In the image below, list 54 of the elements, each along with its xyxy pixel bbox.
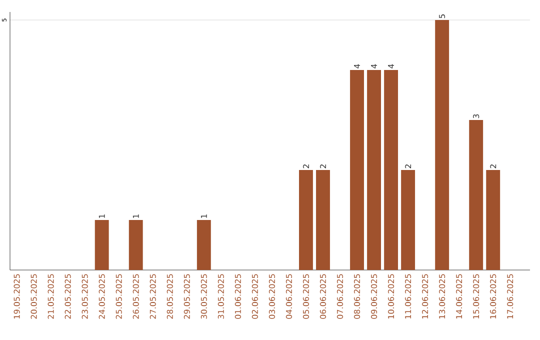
x-tick-label: 26.05.2025 xyxy=(132,274,139,319)
x-tick-label: 06.06.2025 xyxy=(320,274,326,319)
bar xyxy=(299,170,313,270)
data-label: 2 xyxy=(490,164,496,168)
data-label: 4 xyxy=(388,64,394,68)
x-tick-label: 20.05.2025 xyxy=(30,274,37,319)
data-label: 2 xyxy=(320,164,326,168)
x-tick-label: 22.05.2025 xyxy=(64,274,71,319)
bar xyxy=(128,220,143,270)
x-tick-label: 16.06.2025 xyxy=(490,274,496,318)
bar xyxy=(384,70,398,270)
x-tick-label: 28.05.2025 xyxy=(166,274,173,319)
bar xyxy=(350,70,364,270)
x-tick-label: 02.06.2025 xyxy=(252,274,258,319)
bar xyxy=(469,120,484,270)
x-tick-label: 23.05.2025 xyxy=(82,274,88,319)
data-label: 1 xyxy=(132,214,139,218)
bar xyxy=(435,20,450,270)
bar xyxy=(401,170,416,270)
x-tick-label: 29.05.2025 xyxy=(184,274,190,319)
x-tick-label: 05.06.2025 xyxy=(302,274,310,319)
x-tick-label: 31.05.2025 xyxy=(218,274,224,319)
data-label: 4 xyxy=(354,64,360,68)
bar xyxy=(316,170,330,270)
x-tick-label: 13.06.2025 xyxy=(439,274,446,318)
x-tick-label: 09.06.2025 xyxy=(370,274,378,319)
data-label: 2 xyxy=(405,164,412,168)
x-tick-label: 11.06.2025 xyxy=(405,274,412,318)
data-label: 5 xyxy=(439,14,446,18)
x-tick-label: 10.06.2025 xyxy=(388,274,394,318)
data-label: 4 xyxy=(371,64,377,68)
bar xyxy=(367,70,381,270)
x-tick-label: 21.05.2025 xyxy=(48,274,54,319)
x-tick-label: 24.05.2025 xyxy=(98,274,105,319)
x-tick-label: 19.05.2025 xyxy=(14,274,20,318)
x-tick-label: 25.05.2025 xyxy=(116,274,122,319)
x-tick-label: 08.06.2025 xyxy=(354,274,360,319)
x-tick-label: 04.06.2025 xyxy=(286,274,292,319)
x-tick-label: 01.06.2025 xyxy=(234,274,241,319)
data-label: 3 xyxy=(473,114,480,118)
data-label: 1 xyxy=(201,214,207,218)
bar xyxy=(94,220,109,270)
x-tick-label: 15.06.2025 xyxy=(473,274,480,318)
data-label: 2 xyxy=(303,164,309,168)
x-tick-label: 14.06.2025 xyxy=(456,274,462,318)
bar xyxy=(486,170,500,270)
x-tick-label: 03.06.2025 xyxy=(268,274,275,319)
x-tick-label: 07.06.2025 xyxy=(336,274,344,319)
data-label: 1 xyxy=(98,214,105,218)
x-tick-label: 30.05.2025 xyxy=(200,274,207,319)
x-tick-label: 12.06.2025 xyxy=(422,274,428,318)
x-tick-label: 27.05.2025 xyxy=(150,274,156,319)
bar xyxy=(196,220,211,270)
x-tick-label: 17.06.2025 xyxy=(507,274,514,318)
